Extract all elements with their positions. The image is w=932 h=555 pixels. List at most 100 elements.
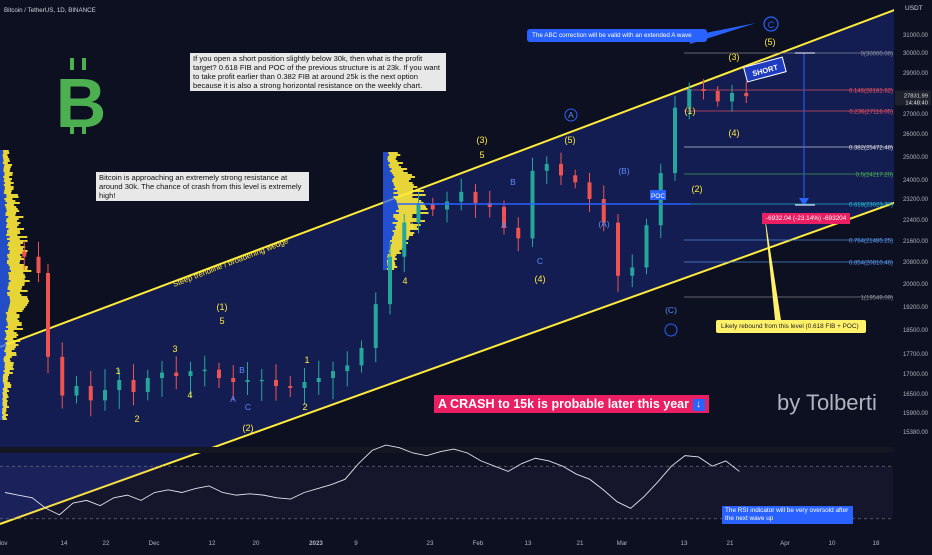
volume-bar: [6, 202, 20, 204]
volume-bar: [7, 310, 23, 312]
candle-body: [74, 386, 79, 396]
svg-text:B: B: [56, 64, 107, 142]
volume-bar: [6, 320, 20, 322]
volume-bar: [0, 216, 9, 218]
candle-body: [587, 182, 592, 199]
wave-label-yellow: (3): [477, 135, 488, 145]
volume-bar: [383, 200, 397, 202]
volume-bar: [383, 220, 398, 222]
fib-label-1: 1(19549.09): [861, 296, 893, 302]
time-tick-label: 23: [427, 540, 434, 547]
volume-bar: [389, 154, 401, 156]
volume-bar: [0, 372, 5, 374]
volume-bar: [9, 298, 29, 300]
volume-bar: [3, 390, 10, 392]
candle-body: [616, 222, 620, 276]
volume-bar: [4, 364, 14, 366]
measure-arrowhead: [799, 198, 809, 206]
candle-body: [445, 201, 449, 210]
wave-label-blue: A: [230, 394, 236, 404]
volume-bar: [383, 158, 388, 160]
current-price-label: 14:48:40: [905, 101, 928, 107]
price-tick-label: 26000.00: [903, 132, 929, 138]
volume-bar: [5, 206, 17, 208]
time-tick-label: 18: [873, 540, 880, 547]
volume-bar: [2, 404, 8, 406]
volume-bar: [396, 200, 422, 202]
volume-bar: [392, 178, 411, 180]
volume-bar: [391, 168, 408, 170]
poc-badge: [650, 190, 666, 200]
volume-bar: [0, 370, 4, 372]
volume-bar: [383, 246, 391, 248]
volume-bar: [4, 188, 14, 190]
volume-bar: [394, 176, 416, 178]
wave-label-yellow: 1: [304, 355, 309, 365]
rsi-note: The RSI indicator will be very oversold …: [722, 506, 853, 524]
volume-bar: [10, 270, 32, 272]
author-brand: by Tolberti: [777, 390, 877, 415]
volume-bar: [0, 236, 10, 238]
volume-bar: [393, 192, 413, 194]
volume-bar: [9, 290, 28, 292]
volume-bar: [0, 396, 3, 398]
candle-body: [331, 371, 335, 378]
volume-bar: [0, 292, 7, 294]
volume-bar: [0, 242, 9, 244]
volume-bar: [395, 210, 420, 212]
candle-body: [188, 371, 193, 376]
volume-bar: [0, 284, 9, 286]
volume-bar: [0, 234, 7, 236]
crash-text: A CRASH to 15k is probable later this ye…: [438, 397, 690, 411]
candle-body: [274, 380, 278, 386]
volume-bar: [0, 164, 5, 166]
wave-label-blue: B: [510, 177, 516, 187]
volume-bar: [0, 174, 5, 176]
volume-bar: [389, 162, 403, 164]
volume-bar: [0, 168, 4, 170]
volume-bar: [8, 276, 26, 278]
volume-bar: [383, 258, 388, 260]
volume-bar: [8, 306, 26, 308]
candle-body: [103, 390, 107, 401]
volume-bar: [0, 340, 8, 342]
volume-bar: [0, 324, 8, 326]
volume-bar: [0, 398, 3, 400]
volume-bar: [0, 208, 7, 210]
volume-bar: [0, 400, 3, 402]
volume-bar: [383, 186, 396, 188]
volume-bar: [8, 278, 25, 280]
volume-bar: [383, 156, 388, 158]
volume-bar: [5, 336, 17, 338]
volume-bar: [398, 212, 429, 214]
volume-bar: [2, 400, 8, 402]
volume-bar: [4, 190, 12, 192]
volume-bar: [383, 254, 388, 256]
wave-label-yellow: 3: [408, 221, 413, 231]
volume-bar: [0, 306, 9, 308]
volume-bar: [0, 412, 2, 414]
volume-bar: [3, 192, 12, 194]
volume-bar: [383, 236, 393, 238]
volume-bar: [0, 326, 6, 328]
volume-bar: [5, 342, 16, 344]
wave-label-yellow: (4): [535, 274, 546, 284]
volume-bar: [6, 226, 18, 228]
volume-bar: [0, 338, 5, 340]
volume-bar: [3, 166, 11, 168]
volume-profile: [0, 150, 429, 420]
volume-bar: [0, 382, 4, 384]
candle-body: [459, 191, 464, 202]
volume-bar: [2, 162, 8, 164]
volume-bar: [0, 336, 6, 338]
volume-bar: [10, 280, 30, 282]
volume-bar: [0, 192, 4, 194]
wave-label-yellow: (5): [565, 135, 576, 145]
wave-circle-c-top: [763, 16, 779, 32]
volume-bar: [0, 350, 5, 352]
abc-correction-bubble: The ABC correction will be valid with an…: [527, 29, 707, 42]
time-tick-label: 21: [727, 540, 734, 547]
candle-body: [231, 378, 236, 382]
volume-bar: [4, 362, 14, 364]
